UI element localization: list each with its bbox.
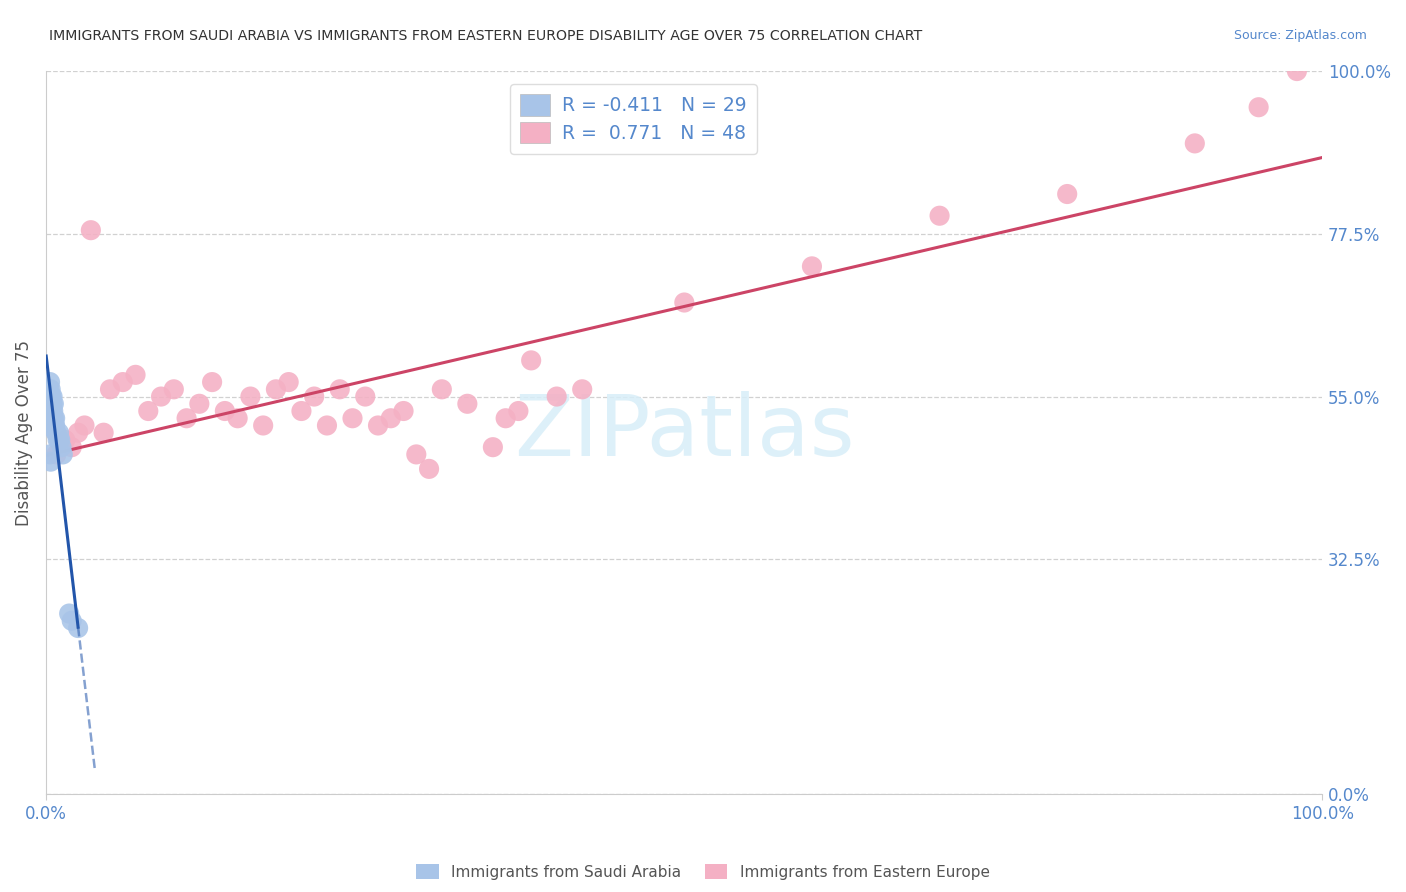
Point: [48, 425, 70, 440]
Point: [80, 223, 103, 237]
Point: [39, 404, 62, 418]
Point: [45, 447, 67, 461]
Point: [546, 390, 568, 404]
Point: [44, 418, 66, 433]
Point: [800, 260, 823, 274]
Point: [430, 382, 453, 396]
Point: [41, 397, 63, 411]
Point: [201, 375, 224, 389]
Point: [46, 433, 69, 447]
Point: [111, 375, 134, 389]
Point: [42, 397, 65, 411]
Point: [45, 425, 67, 440]
Point: [73, 418, 96, 433]
Point: [316, 418, 339, 433]
Point: [367, 418, 389, 433]
Point: [39, 390, 62, 404]
Point: [39, 390, 62, 404]
Y-axis label: Disability Age Over 75: Disability Age Over 75: [15, 340, 32, 525]
Point: [176, 411, 198, 425]
Point: [58, 607, 80, 621]
Point: [42, 411, 65, 425]
Text: Source: ZipAtlas.com: Source: ZipAtlas.com: [1233, 29, 1367, 42]
Point: [418, 462, 440, 476]
Point: [39, 455, 62, 469]
Point: [188, 397, 211, 411]
Point: [226, 411, 249, 425]
Point: [1056, 187, 1078, 202]
Point: [44, 418, 66, 433]
Point: [98, 382, 121, 396]
Point: [495, 411, 517, 425]
Point: [214, 404, 236, 418]
Point: [60, 440, 83, 454]
Point: [39, 375, 62, 389]
Point: [456, 397, 478, 411]
Point: [67, 621, 90, 635]
Point: [342, 411, 364, 425]
Point: [264, 382, 287, 396]
Point: [571, 382, 593, 396]
Point: [39, 447, 62, 461]
Point: [150, 390, 173, 404]
Point: [277, 375, 299, 389]
Legend: Immigrants from Saudi Arabia, Immigrants from Eastern Europe: Immigrants from Saudi Arabia, Immigrants…: [412, 859, 994, 884]
Point: [38, 382, 60, 396]
Point: [1285, 64, 1308, 78]
Point: [290, 404, 312, 418]
Point: [48, 433, 70, 447]
Point: [124, 368, 146, 382]
Point: [482, 440, 505, 454]
Text: ZIPatlas: ZIPatlas: [515, 392, 855, 475]
Point: [302, 390, 325, 404]
Point: [1184, 136, 1206, 151]
Point: [928, 209, 950, 223]
Point: [41, 411, 63, 425]
Point: [354, 390, 377, 404]
Point: [60, 614, 83, 628]
Legend: R = -0.411   N = 29, R =  0.771   N = 48: R = -0.411 N = 29, R = 0.771 N = 48: [510, 84, 756, 153]
Point: [520, 353, 543, 368]
Point: [41, 397, 63, 411]
Point: [1247, 100, 1270, 114]
Point: [53, 433, 76, 447]
Point: [329, 382, 352, 396]
Point: [45, 425, 67, 440]
Point: [673, 295, 696, 310]
Point: [380, 411, 402, 425]
Point: [42, 404, 65, 418]
Point: [67, 425, 90, 440]
Point: [392, 404, 415, 418]
Point: [405, 447, 427, 461]
Point: [39, 382, 62, 396]
Point: [41, 390, 63, 404]
Point: [239, 390, 262, 404]
Point: [163, 382, 186, 396]
Point: [136, 404, 159, 418]
Point: [49, 433, 72, 447]
Point: [44, 411, 66, 425]
Point: [508, 404, 530, 418]
Text: IMMIGRANTS FROM SAUDI ARABIA VS IMMIGRANTS FROM EASTERN EUROPE DISABILITY AGE OV: IMMIGRANTS FROM SAUDI ARABIA VS IMMIGRAN…: [49, 29, 922, 43]
Point: [52, 447, 75, 461]
Point: [93, 425, 115, 440]
Point: [51, 440, 73, 454]
Point: [252, 418, 274, 433]
